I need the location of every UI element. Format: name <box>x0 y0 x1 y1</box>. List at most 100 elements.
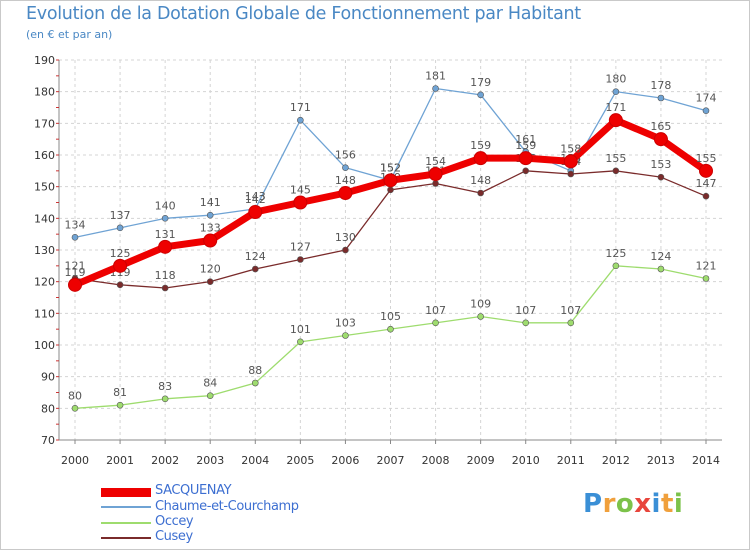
x-tick-label: 2004 <box>241 454 269 467</box>
data-point <box>702 107 710 114</box>
data-label: 165 <box>650 120 671 133</box>
data-point <box>432 319 439 327</box>
data-point <box>432 85 439 92</box>
x-tick-label: 2006 <box>331 454 359 467</box>
data-label: 159 <box>515 139 536 152</box>
x-tick-label: 2001 <box>106 454 134 467</box>
legend-swatch-occey <box>101 522 151 524</box>
legend-swatch-chaume <box>101 506 151 508</box>
y-tick-label: 90 <box>41 371 55 384</box>
data-point <box>297 116 304 124</box>
data-label: 118 <box>155 269 176 282</box>
data-label: 154 <box>425 155 446 168</box>
y-tick-label: 150 <box>34 181 55 194</box>
data-label: 155 <box>696 152 717 165</box>
data-point <box>387 325 394 333</box>
data-point <box>473 151 488 166</box>
data-point <box>432 180 439 187</box>
data-label: 141 <box>200 196 221 209</box>
data-label: 127 <box>290 241 311 254</box>
data-point <box>657 94 665 102</box>
data-point <box>342 246 349 254</box>
data-label: 101 <box>290 323 311 336</box>
data-label: 119 <box>65 266 86 279</box>
data-label: 80 <box>68 389 82 402</box>
data-point <box>248 205 263 219</box>
data-point <box>567 319 575 327</box>
logo-letter: r <box>602 489 616 519</box>
logo-letter: i <box>651 489 661 519</box>
data-label: 109 <box>470 298 491 311</box>
data-label: 152 <box>380 161 401 174</box>
data-point <box>657 265 665 273</box>
data-point <box>612 88 620 95</box>
y-tick-label: 160 <box>34 149 55 162</box>
data-point <box>342 332 349 339</box>
data-label: 81 <box>113 386 127 399</box>
chart-subtitle: (en € et par an) <box>26 28 113 41</box>
x-tick-label: 2002 <box>151 454 179 467</box>
proxiti-logo: Proxiti <box>583 489 683 519</box>
data-label: 107 <box>515 304 536 317</box>
data-label: 134 <box>65 218 86 231</box>
data-label: 125 <box>110 247 131 260</box>
data-point <box>612 167 620 175</box>
y-tick-label: 120 <box>34 276 55 289</box>
data-point <box>71 234 79 241</box>
data-point <box>297 338 304 346</box>
data-label: 156 <box>335 149 356 162</box>
data-label: 178 <box>650 79 671 92</box>
data-label: 84 <box>203 377 217 390</box>
data-label: 130 <box>335 231 356 244</box>
data-point <box>206 392 214 399</box>
y-tick-label: 170 <box>34 117 55 130</box>
y-tick-label: 100 <box>34 339 55 352</box>
data-label: 105 <box>380 310 401 323</box>
data-point <box>116 224 124 232</box>
legend-label-chaume: Chaume-et-Courchamp <box>155 499 299 514</box>
data-point <box>338 186 353 200</box>
data-label: 103 <box>335 317 356 330</box>
series-occey: 80 81 83 84 88 101 103 105 107 109 107 107 125 124 121 <box>68 247 717 412</box>
logo-letter: t <box>660 489 674 519</box>
data-point <box>477 189 484 197</box>
data-label: 148 <box>470 174 491 187</box>
data-label: 155 <box>605 152 626 165</box>
data-point <box>702 192 710 200</box>
data-label: 145 <box>290 184 311 197</box>
data-label: 148 <box>335 174 356 187</box>
data-point <box>608 113 623 128</box>
data-point <box>251 265 259 273</box>
legend-label-cusey: Cusey <box>155 529 193 544</box>
y-tick-label: 110 <box>34 307 55 320</box>
x-tick-label: 2012 <box>602 454 630 467</box>
legend-swatch-cusey <box>101 537 151 539</box>
data-point <box>702 275 710 282</box>
data-point <box>383 173 398 188</box>
logo-letter: x <box>634 489 652 519</box>
data-label: 153 <box>650 158 671 171</box>
data-point <box>206 278 214 285</box>
data-point <box>653 132 668 147</box>
data-point <box>68 277 82 292</box>
legend-label-occey: Occey <box>155 514 194 529</box>
data-point <box>158 239 173 254</box>
data-point <box>116 401 124 409</box>
data-label: 125 <box>605 247 626 260</box>
data-label: 180 <box>605 73 626 86</box>
data-label: 140 <box>155 199 176 212</box>
data-point <box>206 211 214 219</box>
x-tick-label: 2003 <box>196 454 224 467</box>
data-point <box>477 91 484 99</box>
data-label: 133 <box>200 222 221 235</box>
logo-letter: P <box>583 489 603 519</box>
data-point <box>657 173 665 181</box>
data-label: 143 <box>245 190 266 203</box>
data-point <box>567 170 575 178</box>
data-label: 131 <box>155 228 176 241</box>
data-point <box>161 284 169 292</box>
data-point <box>699 163 713 178</box>
data-label: 142 <box>245 193 266 206</box>
data-point <box>342 164 349 171</box>
x-tick-label: 2009 <box>467 454 495 467</box>
